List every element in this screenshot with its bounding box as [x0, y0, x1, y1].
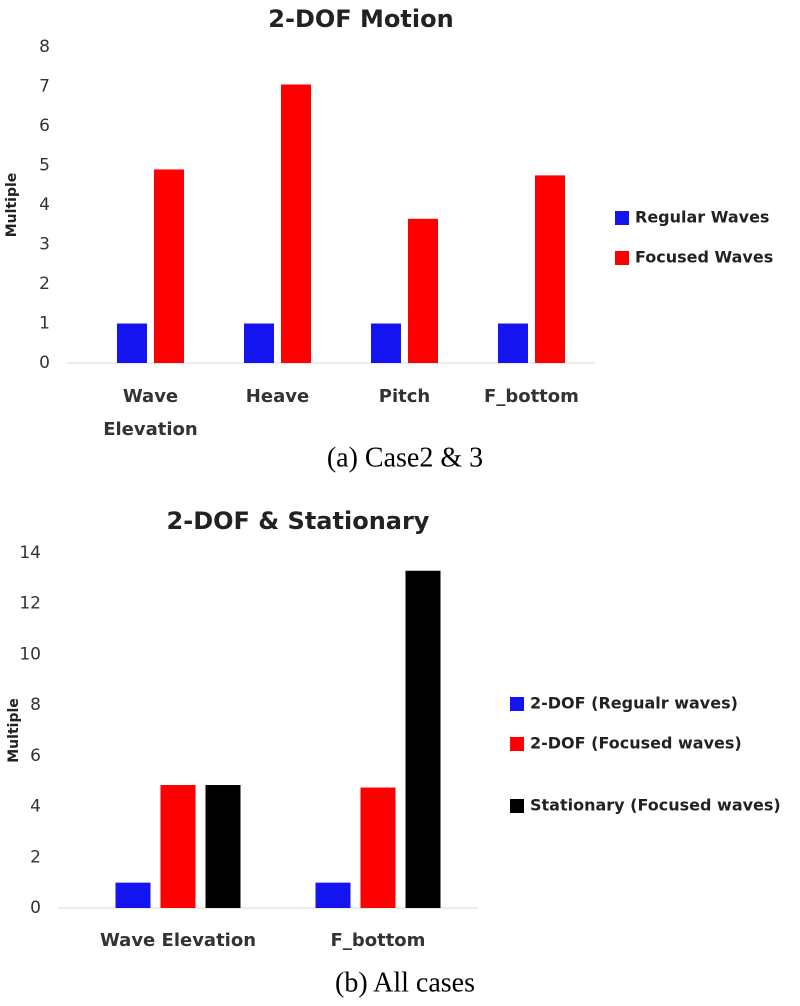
- y-tick-label: 5: [39, 156, 50, 176]
- caption: (a) Case2 & 3: [327, 442, 483, 473]
- chart-title: 2-DOF Motion: [268, 5, 453, 33]
- y-tick-label: 12: [19, 594, 41, 614]
- y-tick-label: 4: [39, 195, 50, 215]
- bar: [160, 785, 196, 908]
- y-tick-label: 2: [39, 274, 50, 294]
- y-axis-label: Multiple: [4, 173, 20, 238]
- x-tick-label: Pitch: [378, 386, 431, 407]
- x-tick-label: F_bottom: [484, 386, 579, 407]
- bar: [244, 323, 274, 363]
- bar: [205, 785, 241, 908]
- legend-swatch: [510, 737, 524, 751]
- y-tick-label: 2: [30, 847, 41, 867]
- y-tick-label: 6: [39, 116, 50, 136]
- legend-label: Regular Waves: [635, 208, 769, 227]
- legend-label: 2-DOF (Regualr waves): [530, 694, 738, 713]
- y-tick-label: 7: [39, 77, 50, 97]
- y-tick-label: 4: [30, 797, 41, 817]
- y-tick-label: 3: [39, 235, 50, 255]
- x-tick-label: Wave Elevation: [103, 386, 198, 440]
- bar: [405, 570, 441, 908]
- legend-swatch: [510, 697, 524, 711]
- bar: [498, 323, 528, 363]
- bar: [315, 882, 351, 908]
- x-tick-label-box: Wave Elevation: [99, 930, 257, 951]
- x-tick-label-box: Wave Elevation: [103, 386, 198, 440]
- legend-swatch: [615, 211, 629, 225]
- bar: [371, 323, 401, 363]
- x-tick-label-box: F_bottom: [330, 930, 426, 951]
- y-tick-label: 14: [19, 543, 41, 563]
- y-tick-label: 8: [30, 695, 41, 715]
- x-tick-label: Wave Elevation: [99, 930, 257, 951]
- bar: [115, 882, 151, 908]
- x-tick-label-box: Heave: [245, 386, 310, 407]
- bar: [535, 175, 565, 363]
- legend-label: Focused Waves: [635, 248, 773, 267]
- x-tick-label-box: F_bottom: [484, 386, 579, 407]
- bar: [408, 218, 438, 363]
- caption: (b) All cases: [335, 967, 475, 998]
- y-tick-label: 8: [39, 37, 50, 57]
- chart-title: 2-DOF & Stationary: [167, 507, 430, 535]
- y-tick-label: 10: [19, 644, 41, 664]
- y-tick-label: 0: [30, 898, 41, 918]
- legend-label: Stationary (Focused waves): [530, 796, 781, 815]
- legend-swatch: [615, 251, 629, 265]
- y-axis-label: Multiple: [6, 698, 22, 763]
- bar: [154, 169, 184, 363]
- y-tick-label: 0: [39, 353, 50, 373]
- y-tick-label: 6: [30, 746, 41, 766]
- bar: [117, 323, 147, 363]
- x-tick-label-box: Pitch: [378, 386, 431, 407]
- legend-swatch: [510, 799, 524, 813]
- x-tick-label: F_bottom: [330, 930, 426, 951]
- legend-label: 2-DOF (Focused waves): [530, 734, 742, 753]
- x-tick-label: Heave: [245, 386, 310, 407]
- bar: [281, 84, 311, 364]
- bar: [360, 787, 396, 908]
- y-tick-label: 1: [39, 314, 50, 334]
